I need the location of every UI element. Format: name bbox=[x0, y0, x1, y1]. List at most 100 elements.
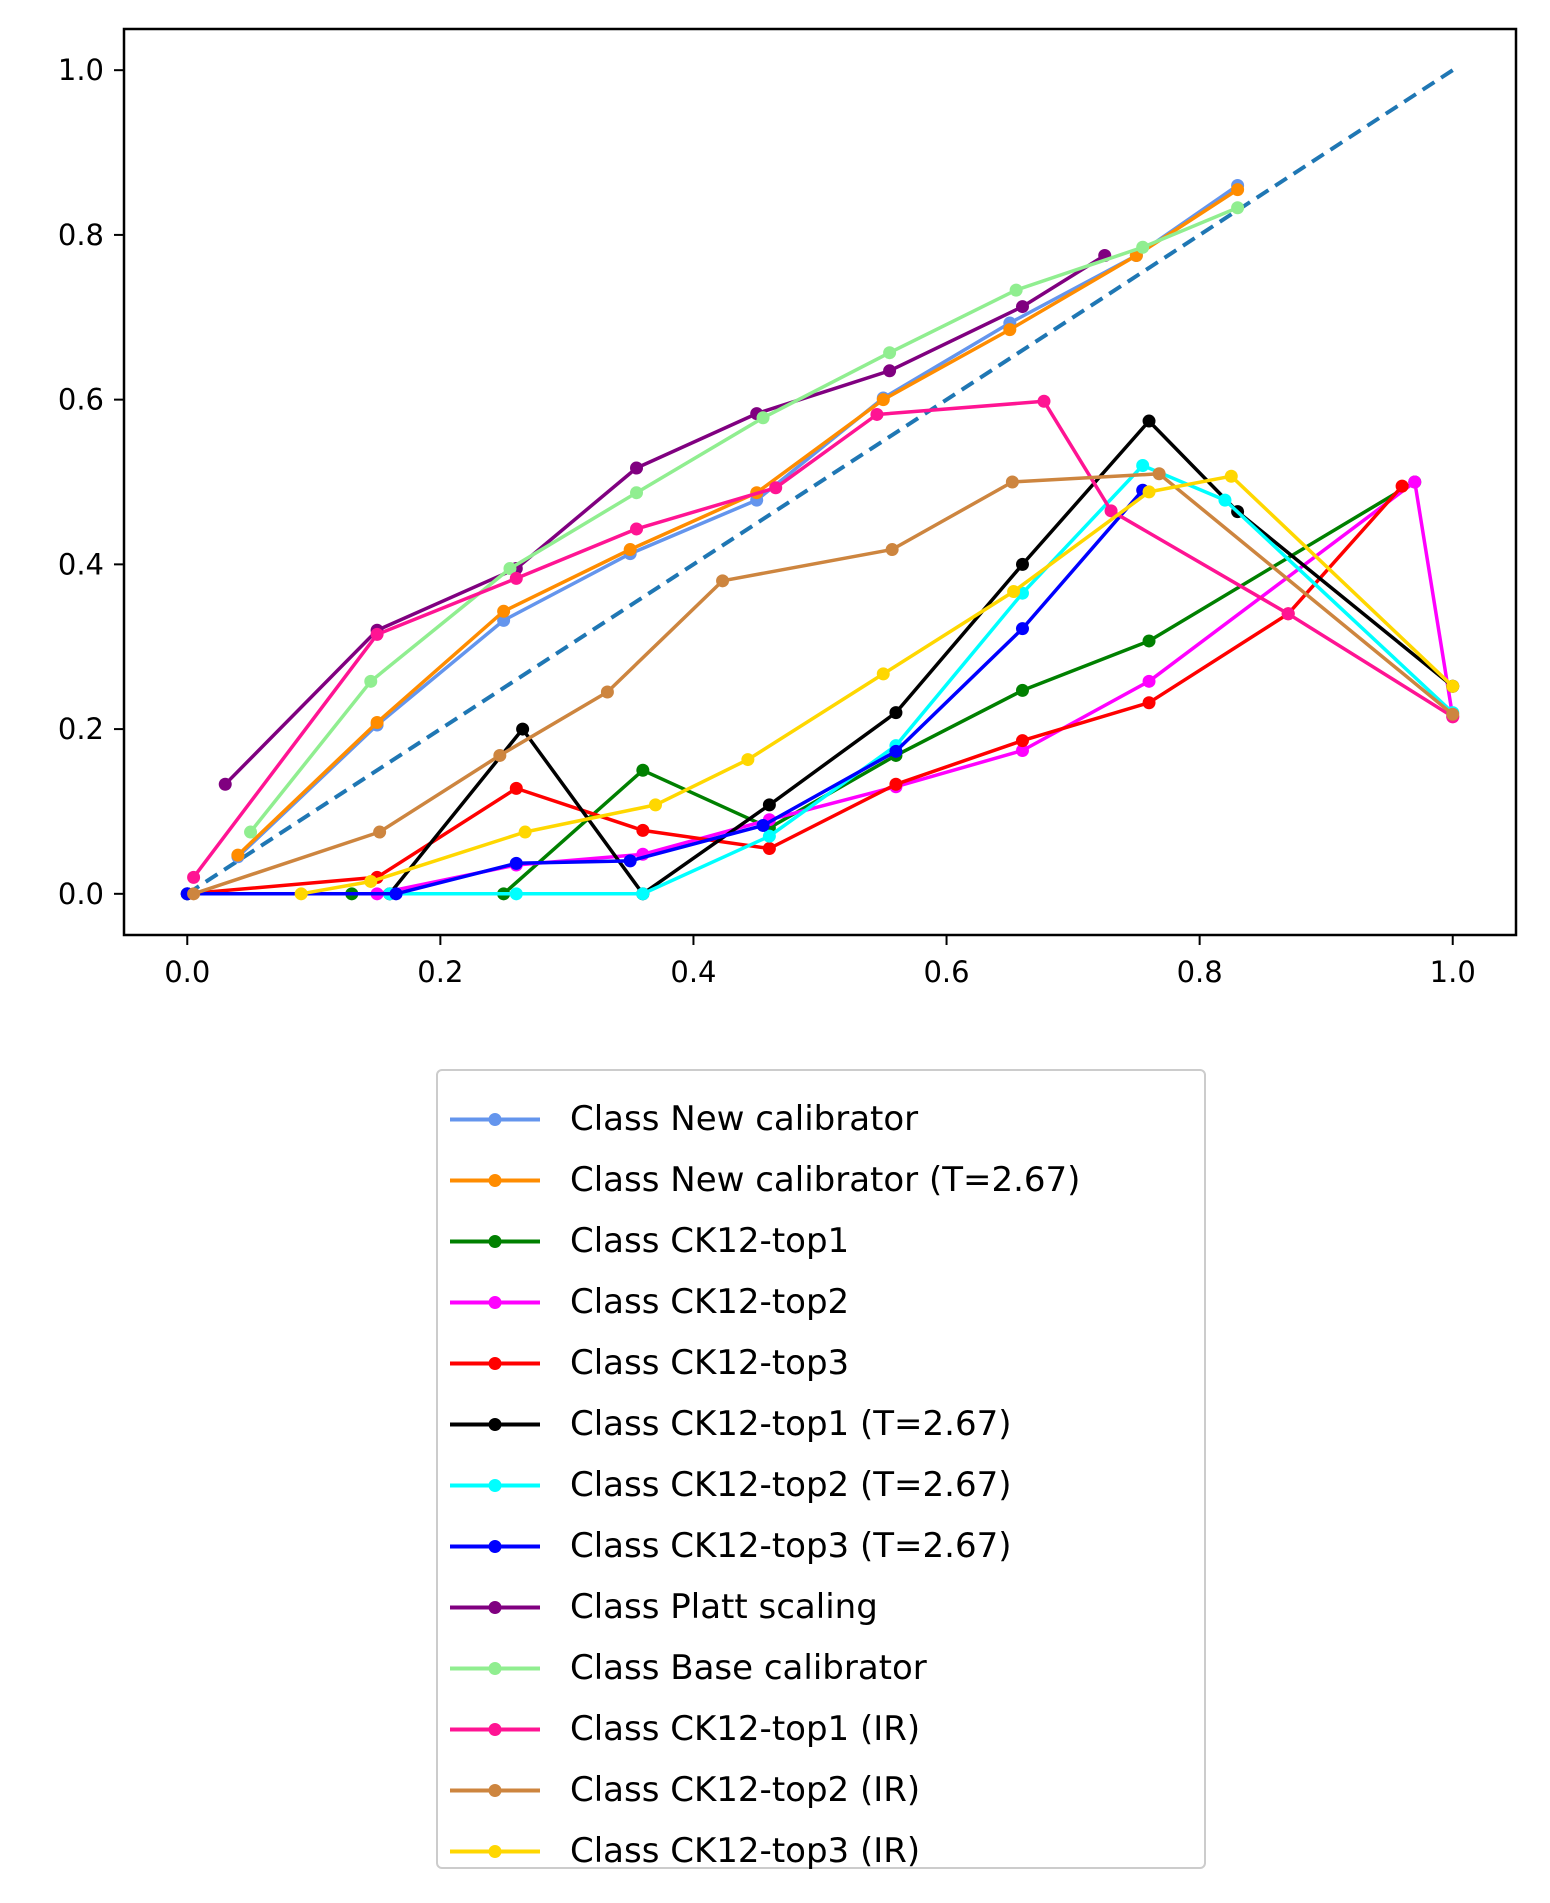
y-tick-label: 0.6 bbox=[58, 383, 104, 417]
legend-swatch bbox=[450, 1357, 540, 1370]
legend-item: Class CK12-top1 bbox=[438, 1211, 1204, 1272]
data-point bbox=[1224, 469, 1238, 483]
y-tick-label: 1.0 bbox=[58, 53, 104, 87]
data-point bbox=[1142, 674, 1156, 688]
legend-swatch bbox=[450, 1418, 540, 1431]
data-point bbox=[1015, 557, 1029, 571]
legend-swatch bbox=[450, 1113, 540, 1126]
perfect-calibration-line bbox=[186, 68, 1454, 896]
data-point bbox=[762, 829, 776, 843]
x-tick-label: 0.6 bbox=[923, 955, 969, 989]
data-point bbox=[187, 887, 201, 901]
legend-item: Class CK12-top1 (T=2.67) bbox=[438, 1394, 1204, 1455]
legend-item: Class CK12-top3 bbox=[438, 1333, 1204, 1394]
data-point bbox=[364, 674, 378, 688]
legend-item: Class New calibrator bbox=[438, 1089, 1204, 1150]
axis-layer: 0.0 0.2 0.4 0.6 0.8 1.0 0.0 0.2 0.4 0.6 0.8 1.0 bbox=[58, 53, 1476, 989]
legend-item: Class Base calibrator bbox=[438, 1638, 1204, 1699]
series-line bbox=[187, 463, 1454, 896]
legend-item: Class CK12-top2 bbox=[438, 1272, 1204, 1333]
data-point bbox=[493, 748, 507, 762]
legend-label: Class CK12-top2 (T=2.67) bbox=[570, 1465, 1012, 1505]
legend-label: Class CK12-top3 (IR) bbox=[570, 1831, 921, 1871]
data-point bbox=[1136, 459, 1150, 473]
legend-label: Class CK12-top1 bbox=[570, 1221, 850, 1261]
data-point bbox=[1152, 467, 1166, 481]
data-point bbox=[1015, 300, 1029, 314]
data-point bbox=[636, 823, 650, 837]
data-point bbox=[889, 706, 903, 720]
y-tick-label: 0.2 bbox=[58, 712, 104, 746]
data-point bbox=[741, 753, 755, 767]
data-point bbox=[600, 685, 614, 699]
x-tick-label: 0.4 bbox=[670, 955, 716, 989]
data-point bbox=[1218, 493, 1232, 507]
legend-label: Class CK12-top2 (IR) bbox=[570, 1770, 921, 1810]
legend-item: Class CK12-top3 (IR) bbox=[438, 1821, 1204, 1882]
data-point bbox=[1015, 734, 1029, 748]
x-tick-label: 0.0 bbox=[164, 955, 210, 989]
data-point bbox=[516, 722, 530, 736]
data-point bbox=[762, 798, 776, 812]
legend-label: Class CK12-top2 bbox=[570, 1282, 850, 1322]
data-point bbox=[889, 777, 903, 791]
data-point bbox=[231, 848, 245, 862]
series-line bbox=[236, 184, 1239, 859]
legend-item: Class Platt scaling bbox=[438, 1577, 1204, 1638]
data-point bbox=[373, 825, 387, 839]
data-point bbox=[1446, 707, 1460, 721]
legend-label: Class Base calibrator bbox=[570, 1648, 927, 1688]
legend-label: Class New calibrator (T=2.67) bbox=[570, 1160, 1081, 1200]
data-point bbox=[187, 870, 201, 884]
data-point bbox=[716, 574, 730, 588]
data-point bbox=[1142, 485, 1156, 499]
legend-item: Class CK12-top2 (IR) bbox=[438, 1760, 1204, 1821]
data-point bbox=[1037, 394, 1051, 408]
legend: Class New calibrator Class New calibrator… bbox=[436, 1069, 1206, 1871]
data-point bbox=[876, 393, 890, 407]
legend-swatch bbox=[450, 1174, 540, 1187]
data-point bbox=[885, 543, 899, 557]
legend-label: Class CK12-top1 (T=2.67) bbox=[570, 1404, 1012, 1444]
data-point bbox=[762, 842, 776, 856]
data-point bbox=[1007, 585, 1021, 599]
data-point bbox=[636, 887, 650, 901]
data-point bbox=[769, 481, 783, 495]
data-point bbox=[509, 781, 523, 795]
plot-frame bbox=[122, 27, 1518, 937]
series-line bbox=[187, 484, 1404, 896]
data-point bbox=[1142, 634, 1156, 648]
y-tick-label: 0.4 bbox=[58, 547, 104, 581]
data-point bbox=[870, 407, 884, 421]
legend-label: Class New calibrator bbox=[570, 1099, 919, 1139]
data-point bbox=[756, 818, 770, 832]
data-point bbox=[756, 411, 770, 425]
data-point bbox=[370, 627, 384, 641]
data-point bbox=[630, 486, 644, 500]
data-point bbox=[1281, 607, 1295, 621]
data-point bbox=[883, 346, 897, 360]
data-point bbox=[1015, 683, 1029, 697]
data-point bbox=[503, 561, 517, 575]
series-8 bbox=[218, 249, 1112, 791]
data-point bbox=[1136, 240, 1150, 254]
x-tick-label: 0.2 bbox=[417, 955, 463, 989]
data-point bbox=[623, 543, 637, 557]
series-11 bbox=[187, 467, 1460, 901]
legend-swatch bbox=[450, 1296, 540, 1309]
legend-label: Class CK12-top1 (IR) bbox=[570, 1709, 921, 1749]
data-point bbox=[1005, 475, 1019, 489]
data-point bbox=[1408, 475, 1422, 489]
series-10 bbox=[187, 394, 1460, 884]
data-point bbox=[1231, 183, 1245, 197]
data-point bbox=[364, 874, 378, 888]
legend-item: Class CK12-top3 (T=2.67) bbox=[438, 1516, 1204, 1577]
series-5 bbox=[180, 414, 1460, 901]
data-point bbox=[1104, 504, 1118, 518]
data-point bbox=[630, 461, 644, 475]
legend-swatch bbox=[450, 1845, 540, 1858]
data-point bbox=[1003, 323, 1017, 337]
data-point bbox=[389, 887, 403, 901]
legend-swatch bbox=[450, 1723, 540, 1736]
legend-item: Class CK12-top1 (IR) bbox=[438, 1699, 1204, 1760]
